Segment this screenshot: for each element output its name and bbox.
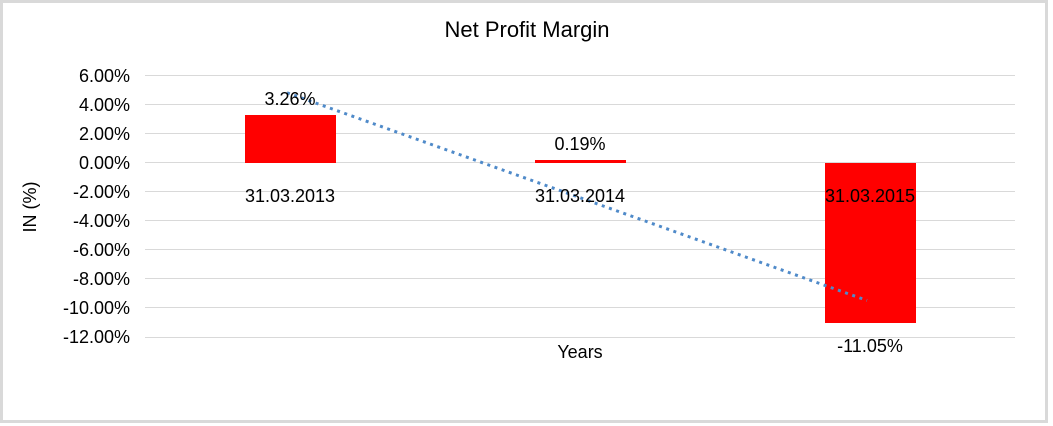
y-tick-label: 4.00% xyxy=(78,94,130,115)
bar-value-label: 0.19% xyxy=(554,133,606,154)
x-axis-title: Years xyxy=(557,342,603,362)
gridline xyxy=(145,75,1015,77)
y-tick-label: 0.00% xyxy=(78,152,130,173)
chart-title: Net Profit Margin xyxy=(444,17,610,42)
category-label: 31.03.2013 xyxy=(244,185,336,206)
gridline xyxy=(145,336,1015,338)
gridline xyxy=(145,307,1015,309)
y-tick-label: -8.00% xyxy=(72,268,130,289)
y-tick-label: -12.00% xyxy=(62,327,130,347)
bar-value-label: -11.05% xyxy=(837,336,903,357)
y-tick-label: -4.00% xyxy=(72,210,130,231)
y-tick-label: -6.00% xyxy=(72,239,130,260)
bar-value-label: 3.26% xyxy=(264,89,316,110)
bar xyxy=(244,115,336,163)
y-tick-label: -10.00% xyxy=(62,297,130,318)
y-tick-label: 6.00% xyxy=(78,65,130,86)
category-label: 31.03.2014 xyxy=(534,185,626,206)
bar xyxy=(534,159,626,163)
category-label: 31.03.2015 xyxy=(824,185,916,206)
y-tick-label: -2.00% xyxy=(72,181,130,202)
y-tick-label: 2.00% xyxy=(78,123,130,144)
